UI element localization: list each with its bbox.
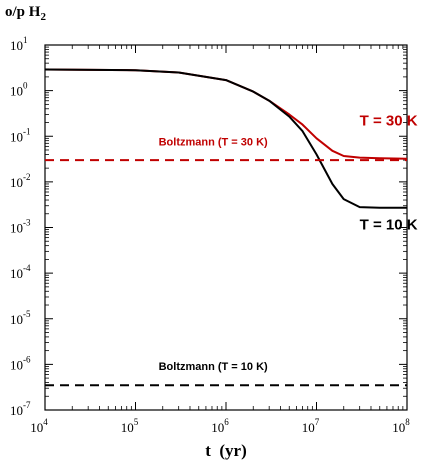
annotation-label: Boltzmann (T = 10 K) <box>159 361 268 373</box>
y-tick-label-base: 10 <box>10 312 23 327</box>
y-tick-label-base: 10 <box>10 84 23 99</box>
x-tick-label-base: 10 <box>211 420 224 435</box>
y-tick-label-exp: -6 <box>23 354 31 364</box>
annotations: T = 30 K T = 10 K Boltzmann (T = 30 K) Bolt… <box>159 113 418 373</box>
y-tick-label-base: 10 <box>10 221 23 236</box>
y-tick-label: 10-3 <box>10 218 31 236</box>
y-tick-label-base: 10 <box>10 357 23 372</box>
x-tick-label: 104 <box>30 417 48 435</box>
y-tick-label-exp: -5 <box>23 309 31 319</box>
y-axis-label: o/p H2 <box>5 4 46 23</box>
x-tick-label: 106 <box>211 417 229 435</box>
y-axis-label-sub: 2 <box>40 11 46 23</box>
x-tick-label: 105 <box>121 417 139 435</box>
y-tick-label-base: 10 <box>10 38 23 53</box>
x-axis: 104 105 106 107 108 <box>30 45 410 435</box>
plot-frame <box>44 44 408 411</box>
y-tick-label-exp: -7 <box>23 400 31 410</box>
x-tick-label-exp: 8 <box>405 417 410 427</box>
y-tick-label-base: 10 <box>10 129 23 144</box>
x-tick-label: 107 <box>302 417 320 435</box>
y-tick-label-exp: 0 <box>23 81 28 91</box>
x-tick-label-base: 10 <box>302 420 315 435</box>
y-tick-label: 100 <box>10 81 28 99</box>
y-tick-label: 10-5 <box>10 309 31 327</box>
annotation-label: T = 30 K <box>360 113 418 130</box>
series-line-t-10-k <box>44 68 407 209</box>
annotation-label: Boltzmann (T = 30 K) <box>159 136 268 148</box>
y-tick-label: 10-6 <box>10 354 31 372</box>
y-tick-label-exp: -3 <box>23 218 31 228</box>
y-axis-label-main: o/p H <box>5 4 41 20</box>
y-tick-label-exp: -1 <box>23 126 31 136</box>
y-tick-label: 10-7 <box>10 400 31 418</box>
x-tick-label-exp: 6 <box>224 417 229 427</box>
x-tick-label-exp: 5 <box>134 417 139 427</box>
svg-text:o/p H2: o/p H2 <box>5 4 46 23</box>
x-tick-label-base: 10 <box>30 420 43 435</box>
y-tick-label-base: 10 <box>10 175 23 190</box>
x-axis-label: t (yr) <box>205 441 247 460</box>
y-tick-label: 10-4 <box>10 263 31 281</box>
plot-area <box>44 44 408 411</box>
x-tick-label-base: 10 <box>392 420 405 435</box>
y-tick-label-exp: -4 <box>23 263 31 273</box>
y-tick-label: 10-1 <box>10 126 31 144</box>
y-tick-label: 10-2 <box>10 172 31 190</box>
x-tick-label-exp: 7 <box>315 417 320 427</box>
y-tick-label: 101 <box>10 35 28 53</box>
x-tick-label-exp: 4 <box>43 417 48 427</box>
y-tick-label-base: 10 <box>10 403 23 418</box>
y-tick-label-exp: -2 <box>23 172 31 182</box>
annotation-label: T = 10 K <box>360 217 418 234</box>
x-tick-label-base: 10 <box>121 420 134 435</box>
y-tick-label-exp: 1 <box>23 35 28 45</box>
series-layer <box>44 68 408 387</box>
y-tick-label-base: 10 <box>10 266 23 281</box>
x-tick-label: 108 <box>392 417 410 435</box>
